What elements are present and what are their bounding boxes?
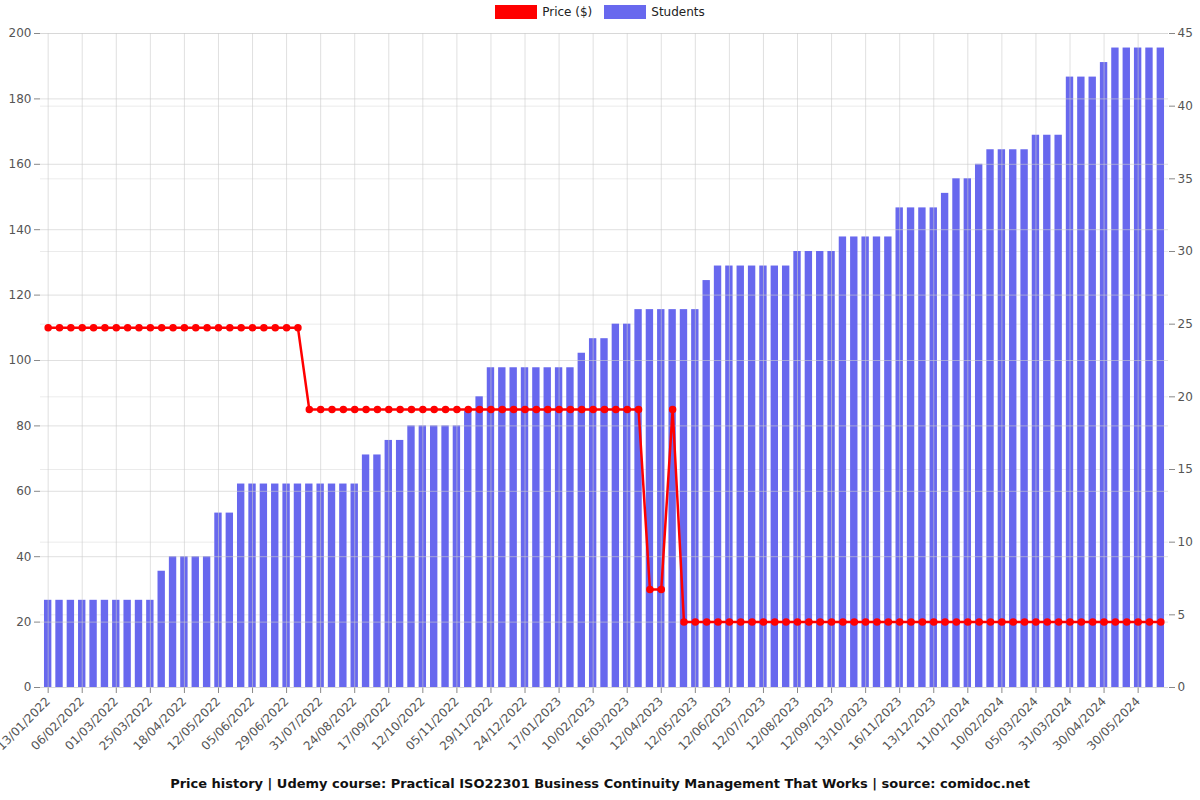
- svg-text:100: 100: [9, 353, 32, 367]
- svg-text:20: 20: [16, 615, 31, 629]
- svg-text:25/03/2022: 25/03/2022: [96, 694, 156, 754]
- svg-text:17/09/2022: 17/09/2022: [334, 694, 394, 754]
- svg-text:12/05/2023: 12/05/2023: [641, 694, 701, 754]
- svg-text:35: 35: [1178, 172, 1193, 186]
- svg-text:140: 140: [9, 223, 32, 237]
- svg-text:31/07/2022: 31/07/2022: [266, 694, 326, 754]
- html-text:Students: Students: [651, 5, 705, 19]
- svg-text:160: 160: [9, 157, 32, 171]
- svg-text:25: 25: [1178, 317, 1193, 331]
- svg-text:15: 15: [1178, 462, 1193, 476]
- svg-text:18/04/2022: 18/04/2022: [130, 694, 190, 754]
- svg-text:29/06/2022: 29/06/2022: [232, 694, 292, 754]
- svg-text:60: 60: [16, 484, 31, 498]
- svg-text:12/10/2022: 12/10/2022: [368, 694, 428, 754]
- svg-text:12/07/2023: 12/07/2023: [709, 694, 769, 754]
- svg-text:10/02/2024: 10/02/2024: [947, 694, 1007, 754]
- svg-text:30: 30: [1178, 244, 1193, 258]
- svg-text:30/05/2024: 30/05/2024: [1084, 694, 1143, 753]
- svg-text:12/05/2022: 12/05/2022: [164, 694, 224, 754]
- svg-text:16/11/2023: 16/11/2023: [845, 694, 905, 754]
- svg-text:200: 200: [9, 26, 32, 40]
- svg-text:31/03/2024: 31/03/2024: [1016, 694, 1075, 754]
- svg-text:13/12/2023: 13/12/2023: [879, 694, 939, 754]
- svg-text:29/11/2022: 29/11/2022: [437, 694, 496, 754]
- svg-text:12/08/2023: 12/08/2023: [743, 694, 803, 754]
- svg-text:30/04/2024: 30/04/2024: [1050, 694, 1109, 754]
- svg-text:12/09/2023: 12/09/2023: [777, 694, 837, 754]
- svg-text:24/08/2022: 24/08/2022: [300, 694, 360, 754]
- svg-text:40: 40: [1178, 99, 1193, 113]
- svg-text:180: 180: [9, 92, 32, 106]
- html-text:Price history | Udemy course:: Price history | Udemy course: Practical …: [170, 776, 1030, 791]
- svg-text:20: 20: [1178, 390, 1193, 404]
- svg-text:5: 5: [1178, 608, 1186, 622]
- html-text:Price ($): Price ($): [542, 5, 593, 19]
- svg-text:10/02/2023: 10/02/2023: [539, 694, 598, 754]
- svg-text:24/12/2022: 24/12/2022: [471, 694, 530, 754]
- svg-text:12/06/2023: 12/06/2023: [675, 694, 735, 754]
- svg-text:06/02/2022: 06/02/2022: [28, 694, 88, 754]
- svg-text:05/06/2022: 05/06/2022: [198, 694, 258, 754]
- svg-text:13/10/2023: 13/10/2023: [811, 694, 871, 754]
- svg-text:12/04/2023: 12/04/2023: [607, 694, 667, 754]
- svg-text:05/03/2024: 05/03/2024: [982, 694, 1041, 754]
- svg-text:120: 120: [9, 288, 32, 302]
- svg-text:05/11/2022: 05/11/2022: [402, 694, 462, 754]
- svg-text:10: 10: [1178, 535, 1193, 549]
- svg-text:40: 40: [16, 550, 31, 564]
- svg-text:01/03/2022: 01/03/2022: [62, 694, 122, 754]
- svg-text:11/01/2024: 11/01/2024: [913, 694, 973, 754]
- svg-text:0: 0: [1178, 680, 1186, 694]
- svg-text:0: 0: [24, 680, 32, 694]
- svg-text:80: 80: [16, 419, 31, 433]
- svg-text:17/01/2023: 17/01/2023: [505, 694, 564, 754]
- svg-text:45: 45: [1178, 26, 1193, 40]
- svg-text:16/03/2023: 16/03/2023: [573, 694, 632, 754]
